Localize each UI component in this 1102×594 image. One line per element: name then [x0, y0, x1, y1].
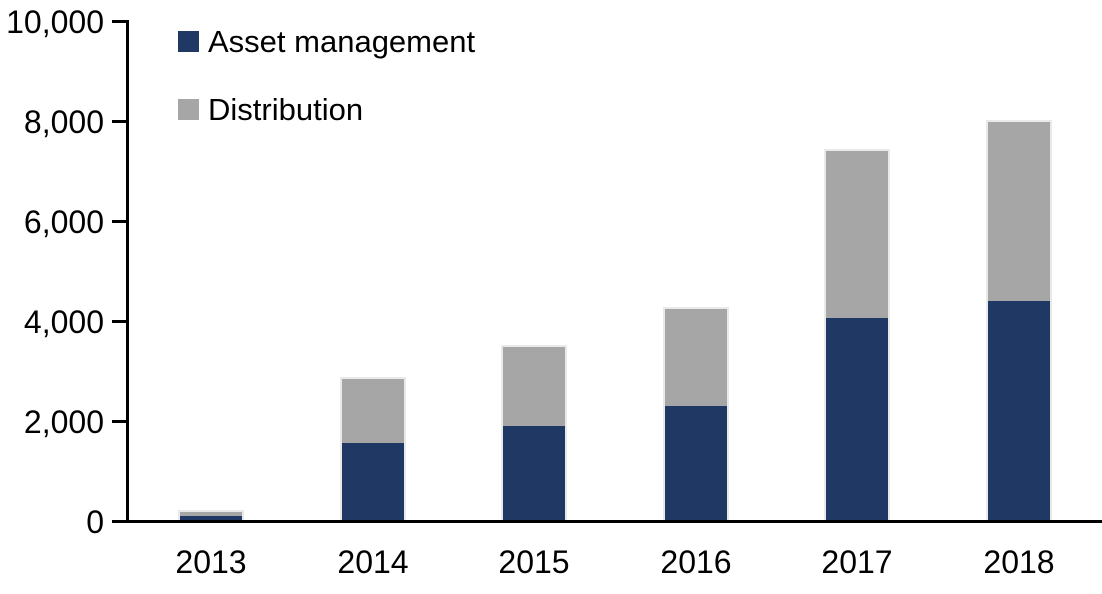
y-tick	[112, 20, 126, 23]
bar-stack-2016	[663, 307, 729, 520]
y-tick-label: 8,000	[23, 104, 104, 140]
bar-segment-distribution-2015	[503, 347, 565, 427]
x-tick-label-2018: 2018	[983, 544, 1055, 580]
y-tick-label: 4,000	[23, 304, 104, 340]
bar-segment-distribution-2018	[988, 122, 1050, 302]
bar-stack-2013	[178, 510, 244, 520]
y-tick	[112, 220, 126, 223]
bar-segment-asset-management-2014	[342, 443, 404, 520]
legend-label-asset-management: Asset management	[208, 23, 476, 59]
legend-item-asset-management: Asset management	[178, 23, 476, 59]
bar-stack-2014	[340, 377, 406, 520]
bar-stack-2015	[501, 345, 567, 520]
legend-item-distribution: Distribution	[178, 91, 475, 127]
y-tick	[112, 420, 126, 423]
bar-segment-asset-management-2013	[180, 516, 242, 520]
bar-segment-distribution-2017	[826, 151, 888, 319]
y-tick-label: 6,000	[23, 204, 104, 240]
legend-label-distribution: Distribution	[208, 91, 364, 127]
y-axis-line	[126, 20, 129, 523]
x-tick-label-2016: 2016	[660, 544, 732, 580]
bar-stack-2018	[986, 120, 1052, 520]
bar-segment-distribution-2016	[665, 309, 727, 407]
y-tick-label: 0	[86, 504, 104, 540]
bar-segment-asset-management-2015	[503, 426, 565, 520]
bar-segment-asset-management-2018	[988, 301, 1050, 520]
y-tick	[112, 120, 126, 123]
x-tick-label-2014: 2014	[337, 544, 409, 580]
bar-segment-distribution-2013	[180, 512, 242, 516]
x-tick-label-2017: 2017	[821, 544, 893, 580]
bar-stack-2017	[824, 149, 890, 520]
y-tick-label: 2,000	[23, 404, 104, 440]
y-tick	[112, 320, 126, 323]
bar-segment-asset-management-2016	[665, 406, 727, 520]
bar-segment-asset-management-2017	[826, 318, 888, 520]
x-tick-label-2013: 2013	[175, 544, 247, 580]
asset-management-swatch-icon	[178, 30, 199, 52]
bar-segment-distribution-2014	[342, 379, 404, 444]
legend: Asset management Distribution	[178, 23, 476, 164]
x-tick-label-2015: 2015	[498, 544, 570, 580]
y-tick	[112, 520, 126, 523]
y-tick-label: 10,000	[6, 4, 104, 40]
distribution-swatch-icon	[178, 98, 199, 120]
x-axis-line	[126, 520, 1102, 523]
